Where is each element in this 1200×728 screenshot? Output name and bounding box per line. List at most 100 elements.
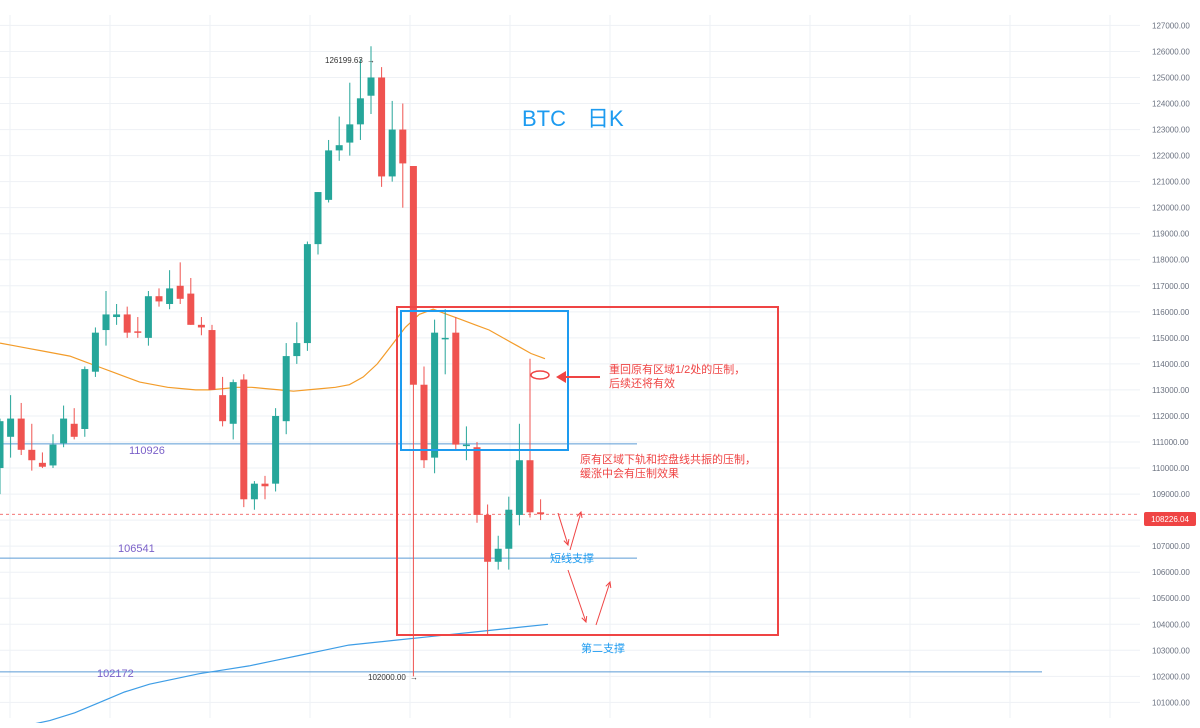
candle-body bbox=[367, 77, 375, 96]
y-tick-label: 117000.00 bbox=[1152, 282, 1190, 291]
y-tick-label: 116000.00 bbox=[1152, 308, 1190, 317]
y-tick-label: 125000.00 bbox=[1152, 73, 1190, 82]
annotation-second-support: 第二支撑 bbox=[581, 641, 625, 655]
level-label-102172: 102172 bbox=[97, 668, 134, 680]
price-axis: 101000.00 102000.00 103000.00 104000.00 1050… bbox=[1152, 21, 1190, 707]
y-tick-label: 121000.00 bbox=[1152, 178, 1190, 187]
y-tick-label: 101000.00 bbox=[1152, 698, 1190, 707]
y-tick-label: 127000.00 bbox=[1152, 21, 1190, 30]
thin-arrow-head bbox=[576, 510, 583, 518]
candle-body bbox=[81, 369, 89, 429]
candle-body bbox=[49, 444, 57, 466]
ma-orange-line bbox=[0, 308, 546, 392]
annotation-resistance-half: 重回原有区域1/2处的压制， bbox=[609, 362, 745, 376]
annotation-resistance-lower: 原有区域下轨和控盘线共振的压制， bbox=[580, 452, 756, 466]
y-tick-label: 118000.00 bbox=[1152, 256, 1190, 265]
candle-body bbox=[420, 384, 428, 461]
y-tick-label: 123000.00 bbox=[1152, 126, 1190, 135]
candle-body bbox=[261, 483, 269, 487]
y-tick-label: 122000.00 bbox=[1152, 152, 1190, 161]
candle-body bbox=[356, 98, 364, 125]
candle-body bbox=[123, 314, 131, 333]
candle-body bbox=[91, 332, 99, 372]
y-tick-label: 112000.00 bbox=[1152, 412, 1190, 421]
support-resistance-levels bbox=[0, 443, 1140, 673]
candle-body bbox=[7, 418, 15, 437]
chart-subtitle: 日K bbox=[587, 106, 624, 131]
y-tick-label: 103000.00 bbox=[1152, 646, 1190, 655]
blue-zone-box bbox=[400, 310, 569, 451]
y-tick-label: 120000.00 bbox=[1152, 204, 1190, 213]
candle-body bbox=[187, 293, 195, 325]
candle-body bbox=[60, 418, 68, 444]
y-tick-label: 109000.00 bbox=[1152, 490, 1190, 499]
candle-body bbox=[197, 324, 205, 328]
red-zone-box bbox=[396, 306, 779, 636]
y-tick-label: 124000.00 bbox=[1152, 100, 1190, 109]
candle-body bbox=[102, 314, 110, 331]
candle-body bbox=[144, 296, 152, 338]
current-price-badge bbox=[1144, 512, 1196, 526]
low-marker-label: 102000.00 bbox=[368, 673, 406, 682]
candle-body bbox=[494, 548, 502, 562]
level-label-110926: 110926 bbox=[129, 445, 165, 457]
y-tick-label: 106000.00 bbox=[1152, 568, 1190, 577]
candle-body bbox=[484, 514, 492, 562]
candle-body bbox=[431, 332, 439, 458]
candle-body bbox=[176, 285, 184, 299]
y-tick-label: 107000.00 bbox=[1152, 542, 1190, 551]
candle-body bbox=[293, 343, 301, 357]
thin-arrow-head bbox=[605, 580, 612, 589]
candle-body bbox=[314, 192, 322, 245]
candle-body bbox=[473, 447, 481, 515]
candle-body bbox=[452, 332, 460, 445]
candle-body bbox=[346, 124, 354, 143]
thin-arrow-head bbox=[581, 615, 588, 624]
candles bbox=[0, 46, 545, 677]
candle-body bbox=[505, 509, 513, 549]
annotations bbox=[396, 306, 779, 636]
level-label-106541: 106541 bbox=[118, 543, 155, 555]
y-tick-label: 114000.00 bbox=[1152, 360, 1190, 369]
thin-arrow-head bbox=[563, 538, 570, 547]
high-marker-label: 126199.63 bbox=[325, 56, 363, 65]
candle-body bbox=[70, 423, 78, 437]
candle-body bbox=[515, 460, 523, 515]
thin-arrow bbox=[595, 581, 611, 626]
candle-body bbox=[0, 421, 4, 469]
y-tick-label: 113000.00 bbox=[1152, 386, 1190, 395]
y-tick-label: 102000.00 bbox=[1152, 672, 1190, 681]
candle-body bbox=[378, 77, 386, 177]
candle-body bbox=[38, 462, 46, 467]
y-tick-label: 105000.00 bbox=[1152, 594, 1190, 603]
annotation-resistance-lower-2: 缓涨中会有压制效果 bbox=[580, 466, 679, 480]
candle-body bbox=[166, 288, 174, 305]
candle-body bbox=[441, 337, 449, 340]
y-tick-label: 126000.00 bbox=[1152, 47, 1190, 56]
annotation-resistance-half-2: 后续还将有效 bbox=[609, 376, 675, 390]
annotation-short-support: 短线支撑 bbox=[550, 551, 594, 565]
high-marker-arrow: → bbox=[367, 56, 375, 65]
thin-arrow bbox=[557, 512, 569, 546]
candle-body bbox=[272, 415, 280, 484]
thin-arrow bbox=[569, 511, 582, 551]
candle-body bbox=[335, 145, 343, 151]
y-tick-label: 104000.00 bbox=[1152, 620, 1190, 629]
grid-layer bbox=[0, 15, 1140, 718]
candle-body bbox=[250, 483, 258, 500]
candle-body bbox=[240, 379, 248, 500]
candle-body bbox=[325, 150, 333, 200]
y-tick-label: 111000.00 bbox=[1152, 438, 1189, 447]
candle-body bbox=[219, 395, 227, 422]
low-marker-arrow: → bbox=[410, 673, 418, 682]
arrow-head bbox=[556, 371, 566, 383]
resistance-marker-ellipse bbox=[530, 370, 550, 380]
candle-body bbox=[17, 418, 25, 450]
candle-body bbox=[303, 244, 311, 344]
candle-body bbox=[409, 166, 417, 385]
moving-averages bbox=[0, 308, 549, 728]
candle-body bbox=[526, 460, 534, 513]
current-price-label: 108226.04 bbox=[1151, 515, 1189, 524]
